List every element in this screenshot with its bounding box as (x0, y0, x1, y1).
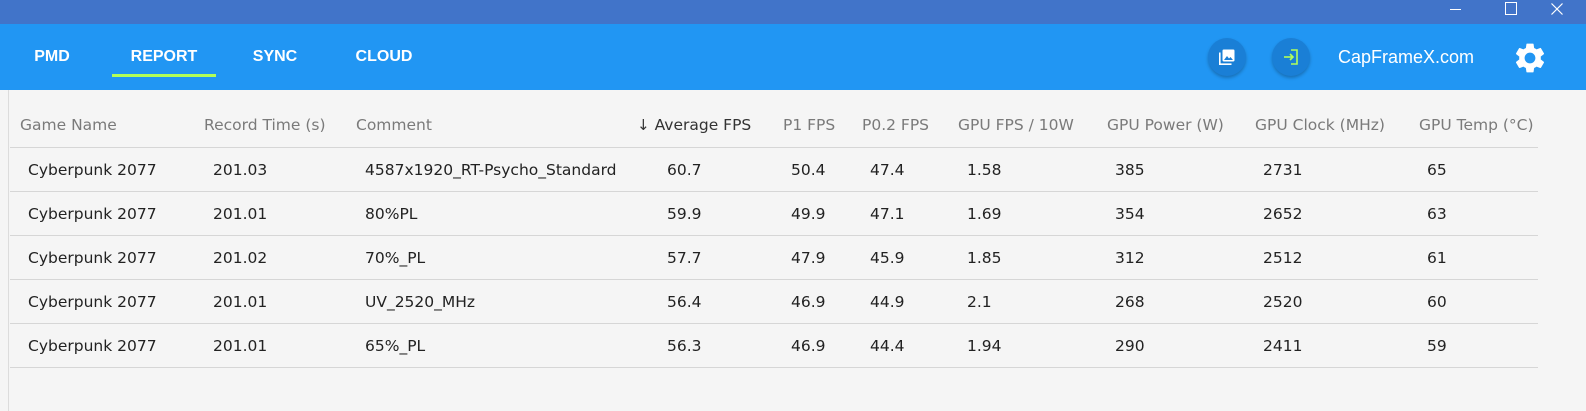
app-bar: PMD REPORT SYNC CLOUD CapFrameX.com (0, 24, 1586, 90)
cell-p1-fps: 49.9 (791, 204, 826, 223)
cell-gpu-power: 268 (1115, 292, 1145, 311)
column-header-p1-fps[interactable]: P1 FPS (783, 115, 836, 134)
cell-record-time: 201.03 (213, 160, 268, 179)
table-row[interactable]: Cyberpunk 2077 201.01 65%_PL 56.3 46.9 4… (10, 324, 1538, 368)
report-table: Game Name Record Time (s) Comment ↓ Aver… (10, 102, 1538, 368)
cell-record-time: 201.01 (213, 204, 268, 223)
cell-comment: 70%_PL (365, 248, 426, 267)
active-tab-indicator (112, 74, 216, 77)
cell-gpu-fps-per-10w: 1.58 (967, 160, 1002, 179)
cell-gpu-power: 354 (1115, 204, 1145, 223)
cell-record-time: 201.01 (213, 292, 268, 311)
cell-game-name: Cyberpunk 2077 (28, 160, 157, 179)
column-header-p02-fps[interactable]: P0.2 FPS (862, 115, 930, 134)
report-panel: Game Name Record Time (s) Comment ↓ Aver… (0, 90, 1586, 411)
cell-gpu-fps-per-10w: 1.69 (967, 204, 1002, 223)
cell-p1-fps: 47.9 (791, 248, 826, 267)
sort-descending-icon: ↓ (637, 115, 650, 134)
window-title-bar (0, 0, 1586, 24)
tab-pmd[interactable]: PMD (34, 48, 70, 65)
cell-gpu-clock: 2411 (1263, 336, 1303, 355)
cell-gpu-temp: 60 (1427, 292, 1447, 311)
cell-comment: 4587x1920_RT-Psycho_Standard (365, 160, 617, 179)
cell-gpu-temp: 63 (1427, 204, 1447, 223)
cell-p02-fps: 47.4 (870, 160, 905, 179)
cell-gpu-clock: 2731 (1263, 160, 1303, 179)
cell-gpu-fps-per-10w: 2.1 (967, 292, 992, 311)
cell-gpu-clock: 2520 (1263, 292, 1303, 311)
cell-p02-fps: 44.9 (870, 292, 905, 311)
tab-cloud[interactable]: CLOUD (355, 48, 413, 65)
cell-average-fps: 56.3 (667, 336, 702, 355)
cell-gpu-clock: 2512 (1263, 248, 1303, 267)
cell-average-fps: 56.4 (667, 292, 702, 311)
cell-average-fps: 59.9 (667, 204, 702, 223)
minimize-button[interactable] (1428, 0, 1482, 22)
cell-average-fps: 60.7 (667, 160, 702, 179)
cell-game-name: Cyberpunk 2077 (28, 292, 157, 311)
cell-p1-fps: 50.4 (791, 160, 826, 179)
table-row[interactable]: Cyberpunk 2077 201.03 4587x1920_RT-Psych… (10, 148, 1538, 192)
login-icon (1284, 49, 1298, 65)
cell-record-time: 201.01 (213, 336, 268, 355)
cell-game-name: Cyberpunk 2077 (28, 336, 157, 355)
close-icon (1551, 2, 1563, 15)
cell-gpu-temp: 59 (1427, 336, 1447, 355)
cell-average-fps: 57.7 (667, 248, 702, 267)
cell-gpu-power: 385 (1115, 160, 1145, 179)
cell-comment: 80%PL (365, 204, 418, 223)
column-header-record-time[interactable]: Record Time (s) (204, 115, 326, 134)
cell-record-time: 201.02 (213, 248, 268, 267)
cell-gpu-clock: 2652 (1263, 204, 1303, 223)
table-row[interactable]: Cyberpunk 2077 201.01 80%PL 59.9 49.9 47… (10, 192, 1538, 236)
cell-comment: UV_2520_MHz (365, 292, 476, 311)
close-button[interactable] (1530, 0, 1584, 22)
capframex-link[interactable]: CapFrameX.com (1338, 46, 1475, 67)
cell-game-name: Cyberpunk 2077 (28, 248, 157, 267)
cell-gpu-power: 312 (1115, 248, 1145, 267)
table-row[interactable]: Cyberpunk 2077 201.01 UV_2520_MHz 56.4 4… (10, 280, 1538, 324)
cell-p02-fps: 45.9 (870, 248, 905, 267)
cell-p1-fps: 46.9 (791, 336, 826, 355)
column-header-game-name[interactable]: Game Name (20, 115, 117, 134)
cell-p1-fps: 46.9 (791, 292, 826, 311)
tab-report[interactable]: REPORT (130, 48, 198, 65)
table-header: Game Name Record Time (s) Comment ↓ Aver… (10, 102, 1538, 148)
cell-gpu-fps-per-10w: 1.94 (967, 336, 1002, 355)
cell-p02-fps: 47.1 (870, 204, 905, 223)
column-header-gpu-fps-per-10w[interactable]: GPU FPS / 10W (958, 115, 1074, 134)
table-row[interactable]: Cyberpunk 2077 201.02 70%_PL 57.7 47.9 4… (10, 236, 1538, 280)
maximize-icon (1505, 1, 1517, 15)
cell-gpu-temp: 61 (1427, 248, 1447, 267)
column-header-average-fps[interactable]: ↓ Average FPS (637, 102, 751, 147)
login-button[interactable] (1272, 38, 1310, 76)
column-header-gpu-temp[interactable]: GPU Temp (°C) (1419, 115, 1534, 134)
column-header-comment[interactable]: Comment (356, 115, 432, 134)
cell-comment: 65%_PL (365, 336, 426, 355)
cell-p02-fps: 44.4 (870, 336, 905, 355)
column-header-gpu-clock[interactable]: GPU Clock (MHz) (1255, 115, 1385, 134)
cell-game-name: Cyberpunk 2077 (28, 204, 157, 223)
screenshot-icon (1219, 49, 1235, 65)
column-header-gpu-power[interactable]: GPU Power (W) (1107, 115, 1224, 134)
cell-gpu-power: 290 (1115, 336, 1145, 355)
panel-divider (8, 90, 9, 411)
cell-gpu-temp: 65 (1427, 160, 1447, 179)
cell-gpu-fps-per-10w: 1.85 (967, 248, 1002, 267)
tab-sync[interactable]: SYNC (252, 48, 298, 65)
maximize-button[interactable] (1484, 0, 1538, 22)
gear-icon[interactable] (1512, 40, 1548, 76)
screenshot-button[interactable] (1208, 38, 1246, 76)
column-header-label: Average FPS (654, 115, 752, 134)
minimize-icon (1449, 8, 1461, 10)
